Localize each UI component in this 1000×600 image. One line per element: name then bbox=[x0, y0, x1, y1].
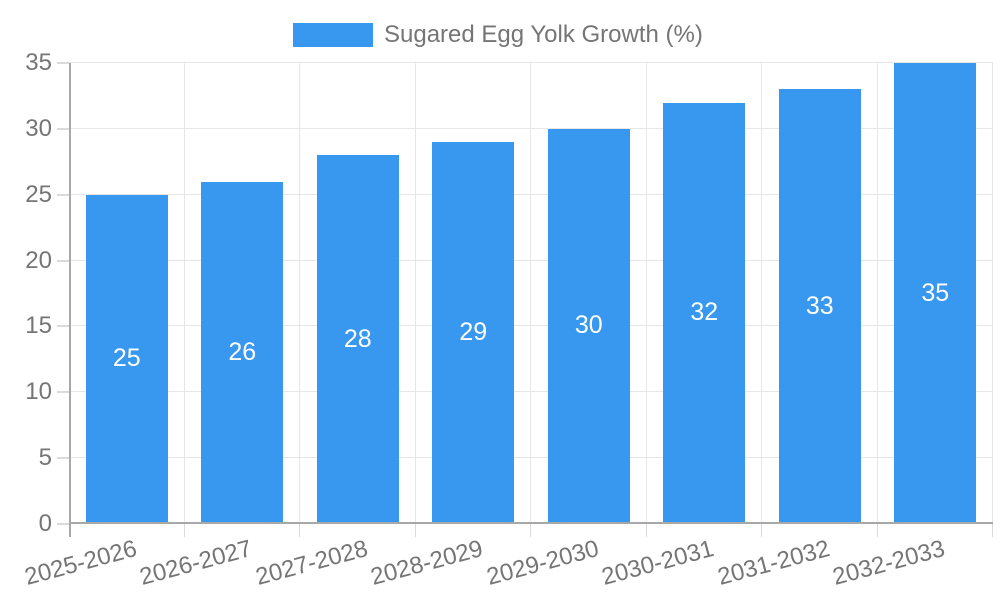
bar-value-label: 35 bbox=[921, 278, 950, 307]
bar-2031-2032: 33 bbox=[778, 89, 861, 524]
y-axis-label: 10 bbox=[25, 378, 52, 406]
y-axis-label: 20 bbox=[25, 246, 52, 274]
gridline-x-boundary-8 bbox=[992, 63, 993, 524]
y-tick-35 bbox=[57, 62, 69, 64]
x-tick-1 bbox=[183, 524, 185, 537]
y-axis-label: 25 bbox=[25, 180, 52, 208]
gridline-y-10 bbox=[69, 391, 993, 393]
bar-2026-2027: 26 bbox=[201, 181, 284, 524]
y-axis-label: 5 bbox=[38, 444, 52, 472]
gridline-x-boundary-3 bbox=[414, 63, 416, 524]
x-tick-4 bbox=[530, 524, 531, 537]
bar-value-label: 28 bbox=[343, 324, 372, 353]
gridline-y-15 bbox=[69, 325, 993, 327]
x-tick-7 bbox=[876, 524, 878, 537]
bar-value-label: 33 bbox=[805, 291, 834, 320]
x-tick-2 bbox=[299, 524, 300, 537]
bar-2028-2029: 29 bbox=[432, 142, 515, 524]
legend: Sugared Egg Yolk Growth (%) bbox=[293, 22, 703, 48]
plot-area: 25 2025-2026 26 2026-2027 28 2027-2028 29 2028-… bbox=[22, 62, 993, 591]
y-tick-25 bbox=[57, 193, 69, 196]
legend-label: Sugared Egg Yolk Growth (%) bbox=[384, 21, 703, 48]
bar-value-label: 30 bbox=[574, 311, 603, 340]
bar-2029-2030: 30 bbox=[547, 128, 630, 524]
y-axis-label: 15 bbox=[25, 312, 52, 340]
y-axis-label: 0 bbox=[38, 510, 52, 537]
bar-value-label: 25 bbox=[112, 344, 141, 373]
gridline-y-5 bbox=[69, 457, 993, 459]
y-tick-30 bbox=[57, 127, 69, 130]
y-tick-0 bbox=[57, 523, 69, 525]
gridline-x-boundary-6 bbox=[761, 63, 762, 524]
bar-2027-2028: 28 bbox=[316, 155, 399, 524]
x-tick-8 bbox=[992, 524, 993, 537]
gridline-x-boundary-2 bbox=[299, 63, 300, 524]
bar-2025-2026: 25 bbox=[85, 194, 168, 524]
y-axis-label: 30 bbox=[25, 114, 52, 142]
y-tick-15 bbox=[57, 325, 69, 328]
bar-value-label: 29 bbox=[459, 318, 488, 346]
gridline-y-35 bbox=[69, 62, 993, 63]
y-tick-20 bbox=[57, 259, 69, 262]
gridline-y-20 bbox=[69, 259, 993, 261]
gridline-x-boundary-4 bbox=[530, 63, 531, 524]
y-axis-label: 35 bbox=[25, 49, 52, 76]
y-axis-line bbox=[69, 63, 71, 537]
bar-value-label: 26 bbox=[228, 337, 257, 366]
x-tick-6 bbox=[761, 524, 762, 537]
x-tick-5 bbox=[645, 524, 647, 537]
legend-swatch bbox=[293, 23, 373, 47]
x-axis-line bbox=[69, 522, 993, 524]
gridline-y-30 bbox=[69, 127, 993, 129]
bar-2032-2033: 35 bbox=[894, 63, 977, 524]
gridline-x-boundary-1 bbox=[183, 63, 185, 524]
y-tick-5 bbox=[57, 457, 69, 460]
gridline-y-25 bbox=[69, 193, 993, 195]
gridline-x-boundary-5 bbox=[645, 63, 647, 524]
x-tick-3 bbox=[414, 524, 416, 537]
bar-2030-2031: 32 bbox=[663, 102, 746, 524]
gridline-x-boundary-7 bbox=[876, 63, 878, 524]
bar-value-label: 32 bbox=[690, 298, 719, 327]
y-tick-10 bbox=[57, 391, 69, 394]
